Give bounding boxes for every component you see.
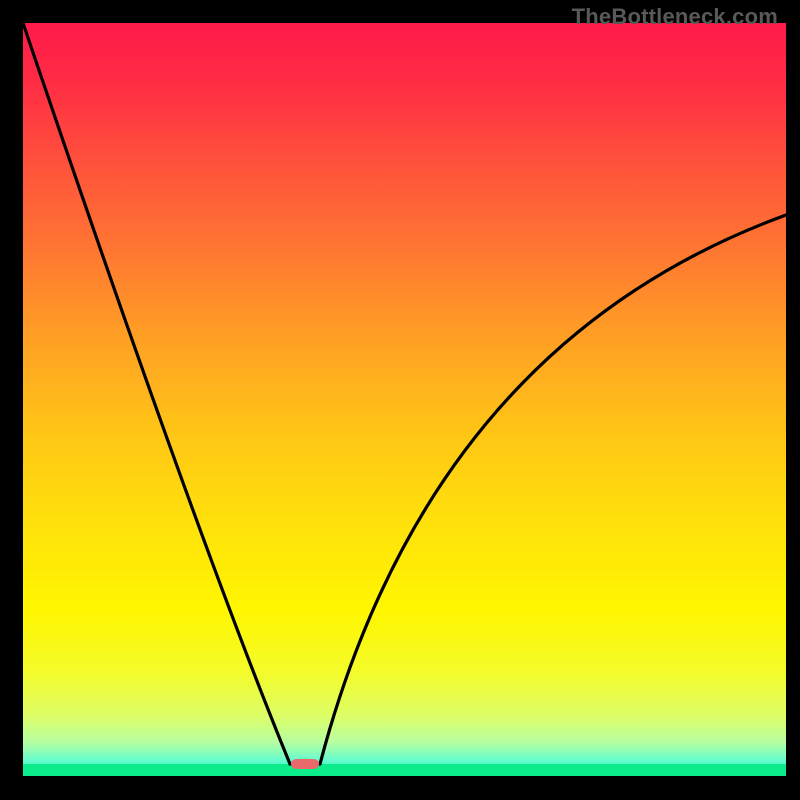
minimum-marker: [291, 759, 319, 769]
chart-container: TheBottleneck.com: [0, 0, 800, 800]
curve-path: [23, 23, 786, 764]
watermark-text: TheBottleneck.com: [572, 4, 778, 30]
bottleneck-curve: [0, 0, 800, 800]
